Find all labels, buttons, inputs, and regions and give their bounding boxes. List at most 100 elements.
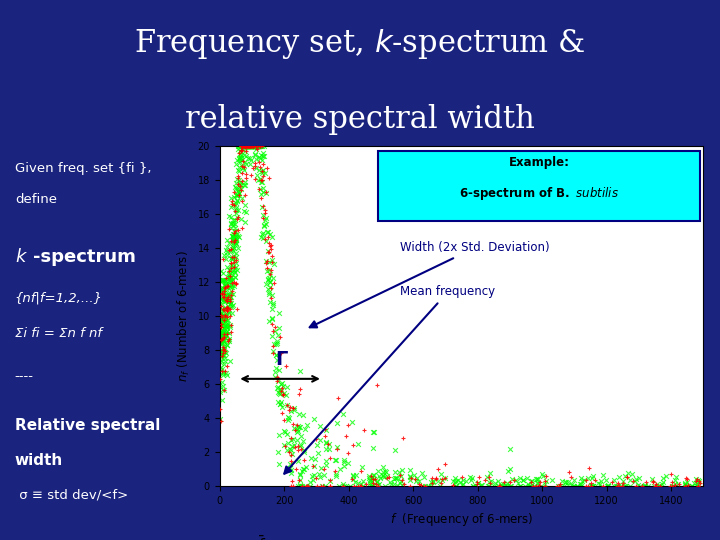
Text: Σi fi = Σn f nf: Σi fi = Σn f nf [15, 327, 102, 340]
Point [219, 288, 230, 297]
Point [230, 273, 241, 282]
Point [588, 472, 599, 481]
Text: Width (2x Std. Deviation): Width (2x Std. Deviation) [310, 241, 550, 327]
Point [468, 482, 480, 490]
Point [221, 293, 233, 302]
Point [266, 319, 278, 328]
Point [364, 476, 376, 484]
Point [226, 309, 238, 318]
Point [254, 185, 266, 194]
Point [235, 186, 247, 194]
Point [288, 405, 300, 414]
Point [580, 482, 591, 490]
Point [366, 482, 378, 490]
Point [395, 476, 407, 485]
Point [293, 390, 305, 399]
Point [215, 336, 227, 345]
Point [625, 476, 636, 485]
Point [539, 477, 551, 485]
Point [249, 141, 261, 150]
Point [236, 141, 248, 150]
Point [265, 241, 276, 249]
Point [405, 475, 416, 484]
Point [225, 246, 236, 255]
Point [221, 313, 233, 322]
Point [219, 312, 230, 321]
Point [228, 244, 240, 252]
Point [457, 480, 469, 488]
Point [241, 141, 253, 150]
Point [238, 141, 250, 150]
Point [691, 482, 703, 490]
Point [243, 141, 254, 150]
Point [320, 438, 332, 447]
Point [229, 262, 240, 271]
Point [681, 475, 693, 483]
Point [251, 141, 263, 150]
Point [215, 333, 226, 342]
Point [288, 404, 300, 413]
Point [217, 349, 229, 357]
Point [250, 151, 261, 159]
Point [553, 482, 564, 490]
Point [286, 456, 297, 465]
Point [227, 233, 238, 241]
Point [233, 171, 244, 180]
Point [283, 406, 294, 415]
Point [217, 286, 228, 294]
Point [223, 329, 235, 338]
Point [249, 161, 261, 170]
Point [243, 141, 254, 150]
Point [223, 335, 235, 344]
Point [274, 309, 285, 318]
Point [475, 480, 487, 489]
Point [240, 207, 251, 216]
Point [217, 288, 229, 297]
Point [228, 238, 240, 246]
Point [505, 482, 517, 490]
Point [682, 481, 693, 489]
Point [282, 400, 293, 409]
Point [483, 478, 495, 487]
Point [331, 442, 343, 451]
Point [271, 356, 282, 364]
Point [292, 427, 304, 436]
Point [220, 346, 231, 355]
Point [433, 477, 444, 485]
Point [226, 199, 238, 208]
Text: Given freq. set {fi },: Given freq. set {fi }, [15, 161, 151, 174]
X-axis label: $f$  (Frequency of 6-mers): $f$ (Frequency of 6-mers) [390, 511, 534, 528]
Point [225, 237, 237, 245]
Point [225, 213, 237, 221]
Text: Relative spectral: Relative spectral [15, 418, 161, 433]
Point [642, 482, 654, 490]
Point [256, 169, 268, 178]
Point [236, 156, 248, 164]
Point [430, 475, 441, 483]
Point [215, 339, 226, 347]
Point [266, 258, 278, 266]
Point [266, 252, 278, 261]
Point [423, 482, 434, 490]
Point [630, 475, 642, 483]
Point [390, 468, 401, 476]
Point [222, 292, 233, 301]
Point [618, 482, 629, 490]
Point [224, 266, 235, 274]
Point [239, 141, 251, 150]
Point [231, 191, 243, 200]
Point [256, 233, 267, 241]
Point [217, 275, 229, 284]
Point [220, 354, 231, 362]
Point [450, 482, 462, 490]
Point [223, 297, 235, 306]
Point [246, 141, 257, 150]
Point [225, 283, 236, 292]
Point [669, 479, 680, 488]
Point [617, 478, 629, 487]
Point [657, 478, 669, 487]
Point [256, 156, 268, 165]
Point [552, 482, 563, 490]
Point [271, 376, 283, 385]
Point [263, 258, 274, 266]
